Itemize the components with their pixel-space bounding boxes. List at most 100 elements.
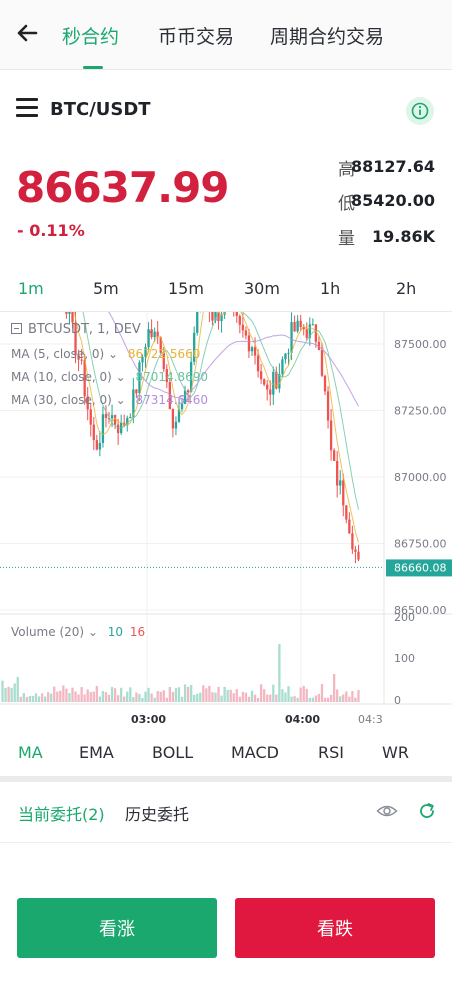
volume-bar bbox=[141, 697, 144, 702]
candle-body bbox=[299, 320, 302, 327]
price-change: - 0.11% bbox=[17, 221, 85, 240]
ma5-label: MA (5, close, 0) bbox=[11, 347, 105, 361]
candle-body bbox=[305, 329, 308, 338]
volume-bar bbox=[113, 688, 117, 702]
volume-bar bbox=[275, 694, 278, 702]
tab-period-contract[interactable]: 周期合约交易 bbox=[270, 26, 385, 48]
last-price-label: 86660.08 bbox=[394, 561, 447, 574]
tab-second-contract[interactable]: 秒合约 bbox=[62, 26, 120, 48]
ma-line bbox=[73, 312, 359, 543]
volume-bar bbox=[144, 691, 147, 702]
volume-bar bbox=[247, 696, 251, 702]
interval-15m[interactable]: 15m bbox=[168, 279, 204, 298]
candle-body bbox=[253, 347, 257, 356]
volume-bar bbox=[95, 685, 98, 702]
ma10-label: MA (10, close, 0) bbox=[11, 370, 112, 384]
kline-chart-canvas[interactable]: 88500.0088250.0088000.0087750.0087500.00… bbox=[0, 312, 452, 732]
candle-body bbox=[296, 320, 299, 332]
candle-body bbox=[92, 424, 95, 441]
indicator-wr[interactable]: WR bbox=[382, 743, 409, 762]
volume-bar bbox=[77, 694, 80, 702]
chart-symbol-legend[interactable]: BTCUSDT, 1, DEV ⌄ bbox=[11, 322, 156, 337]
interval-1m[interactable]: 1m bbox=[18, 279, 44, 298]
candle-body bbox=[107, 417, 111, 419]
chevron-down-icon[interactable]: ⌄ bbox=[115, 370, 126, 384]
buy-up-button[interactable]: 看涨 bbox=[17, 898, 217, 958]
interval-1h[interactable]: 1h bbox=[320, 279, 341, 298]
volume-bar bbox=[314, 695, 318, 702]
candle-body bbox=[235, 312, 238, 316]
tab-current-orders[interactable]: 当前委托(2) bbox=[18, 805, 105, 824]
kline-chart[interactable]: 88500.0088250.0088000.0087750.0087500.00… bbox=[0, 311, 452, 731]
interval-5m[interactable]: 5m bbox=[93, 279, 119, 298]
volume-bar bbox=[104, 692, 108, 702]
candle-body bbox=[171, 409, 175, 429]
chevron-down-icon[interactable]: ⌄ bbox=[108, 347, 119, 361]
volume-bar bbox=[19, 696, 22, 702]
chart-symbol: BTCUSDT, 1, DEV bbox=[28, 322, 141, 337]
info-icon[interactable] bbox=[406, 97, 434, 125]
volume-bar bbox=[317, 693, 321, 702]
chevron-down-icon[interactable]: ⌄ bbox=[87, 625, 98, 639]
back-arrow-icon[interactable] bbox=[12, 18, 42, 48]
candle-body bbox=[156, 331, 159, 338]
indicator-ma[interactable]: MA bbox=[18, 743, 43, 762]
indicator-macd[interactable]: MACD bbox=[231, 743, 279, 762]
chevron-down-icon[interactable]: ⌄ bbox=[144, 322, 156, 337]
indicator-ema[interactable]: EMA bbox=[79, 743, 114, 762]
price-tick-label: 86750.00 bbox=[394, 538, 447, 551]
volume-bar bbox=[132, 697, 135, 702]
volume-bar bbox=[47, 692, 50, 702]
candle-body bbox=[98, 442, 102, 450]
candle-body bbox=[284, 353, 287, 360]
volume-bar bbox=[177, 687, 181, 702]
volume-bar bbox=[4, 688, 7, 702]
tab-history-orders[interactable]: 历史委托 bbox=[125, 805, 190, 824]
candle-body bbox=[290, 322, 293, 353]
chevron-down-icon[interactable]: ⌄ bbox=[115, 393, 126, 407]
candle-body bbox=[150, 329, 153, 338]
candle-body bbox=[311, 324, 314, 326]
ma5-value: 86722.5660 bbox=[127, 347, 201, 361]
volume-bar bbox=[22, 693, 25, 702]
volume-bar bbox=[241, 691, 245, 702]
volume-bar bbox=[348, 696, 351, 702]
indicator-rsi[interactable]: RSI bbox=[318, 743, 344, 762]
price-tick-label: 87000.00 bbox=[394, 471, 447, 484]
interval-30m[interactable]: 30m bbox=[244, 279, 280, 298]
volume-bar bbox=[1, 680, 4, 702]
volume-bar bbox=[199, 692, 202, 702]
indicator-boll[interactable]: BOLL bbox=[152, 743, 194, 762]
interval-2h[interactable]: 2h bbox=[396, 279, 417, 298]
candle-body bbox=[256, 355, 260, 372]
menu-icon[interactable] bbox=[16, 98, 38, 120]
volume-bar bbox=[193, 694, 196, 702]
buy-down-button[interactable]: 看跌 bbox=[235, 898, 435, 958]
tab-spot-trading[interactable]: 币币交易 bbox=[158, 26, 235, 48]
volume-bar bbox=[92, 691, 95, 702]
candle-body bbox=[144, 347, 147, 357]
candle-body bbox=[183, 390, 187, 404]
pair-name[interactable]: BTC/USDT bbox=[50, 99, 151, 120]
volume-bar bbox=[40, 693, 44, 702]
high-value: 88127.64 bbox=[350, 157, 435, 176]
volume-bar bbox=[354, 697, 357, 702]
volume-bar bbox=[326, 697, 330, 702]
collapse-legend-icon[interactable] bbox=[11, 323, 22, 334]
volume-up-value: 10 bbox=[107, 625, 124, 639]
last-price-badge bbox=[386, 559, 452, 577]
candle-body bbox=[162, 352, 165, 370]
eye-icon[interactable] bbox=[376, 802, 398, 820]
candle-body bbox=[186, 390, 190, 393]
refresh-icon[interactable] bbox=[417, 801, 437, 821]
pair-bar: BTC/USDT bbox=[0, 88, 452, 132]
volume-bar bbox=[43, 696, 47, 702]
candle-body bbox=[345, 505, 348, 520]
volume-bar bbox=[171, 691, 175, 702]
volume-value: 19.86K bbox=[371, 227, 435, 246]
candle-body bbox=[71, 312, 74, 323]
candle-body bbox=[272, 371, 275, 395]
price-tick-label: 86500.00 bbox=[394, 604, 447, 617]
candle-body bbox=[314, 324, 318, 342]
volume-bar bbox=[83, 694, 86, 702]
